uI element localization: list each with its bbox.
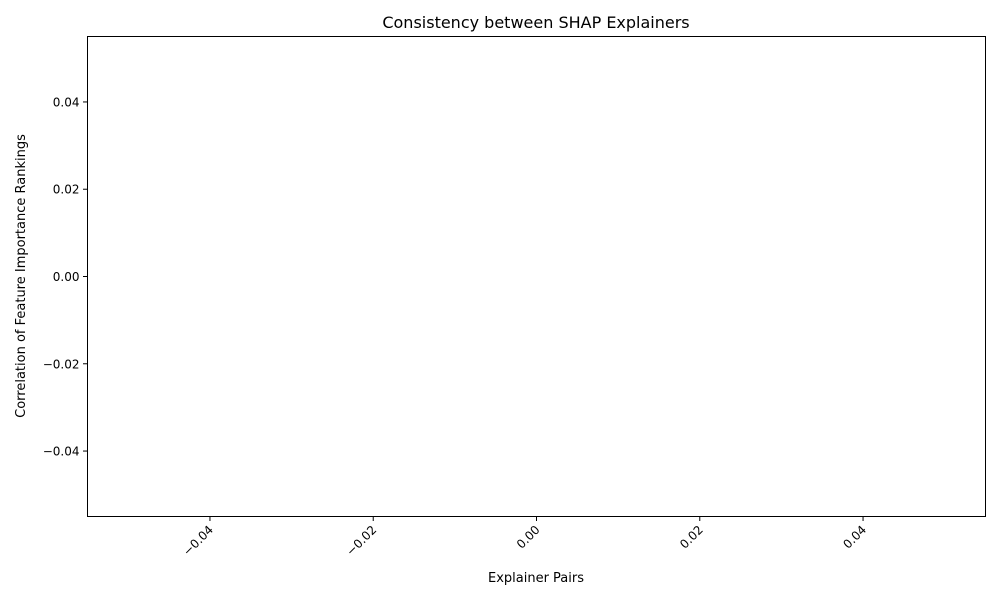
chart-title: Consistency between SHAP Explainers: [382, 13, 689, 32]
y-axis-label: Correlation of Feature Importance Rankin…: [14, 134, 29, 418]
y-tick-label: 0.00: [53, 270, 80, 284]
x-tick-label: 0.00: [514, 523, 543, 552]
x-tick-label: 0.04: [840, 523, 869, 552]
y-axis-ticks: −0.04 −0.02 0.00 0.02 0.04: [43, 95, 88, 459]
x-tick-label: −0.02: [343, 523, 379, 559]
y-tick-label: −0.02: [43, 357, 80, 371]
x-tick-label: −0.04: [180, 523, 216, 559]
x-axis-label: Explainer Pairs: [488, 571, 584, 586]
x-axis-ticks: −0.04 −0.02 0.00 0.02 0.04: [180, 516, 869, 559]
x-tick-label: 0.02: [677, 523, 706, 552]
plot-area-frame: [87, 36, 986, 517]
y-tick-label: −0.04: [43, 445, 80, 459]
y-tick-label: 0.04: [53, 95, 80, 109]
y-tick-label: 0.02: [53, 183, 80, 197]
